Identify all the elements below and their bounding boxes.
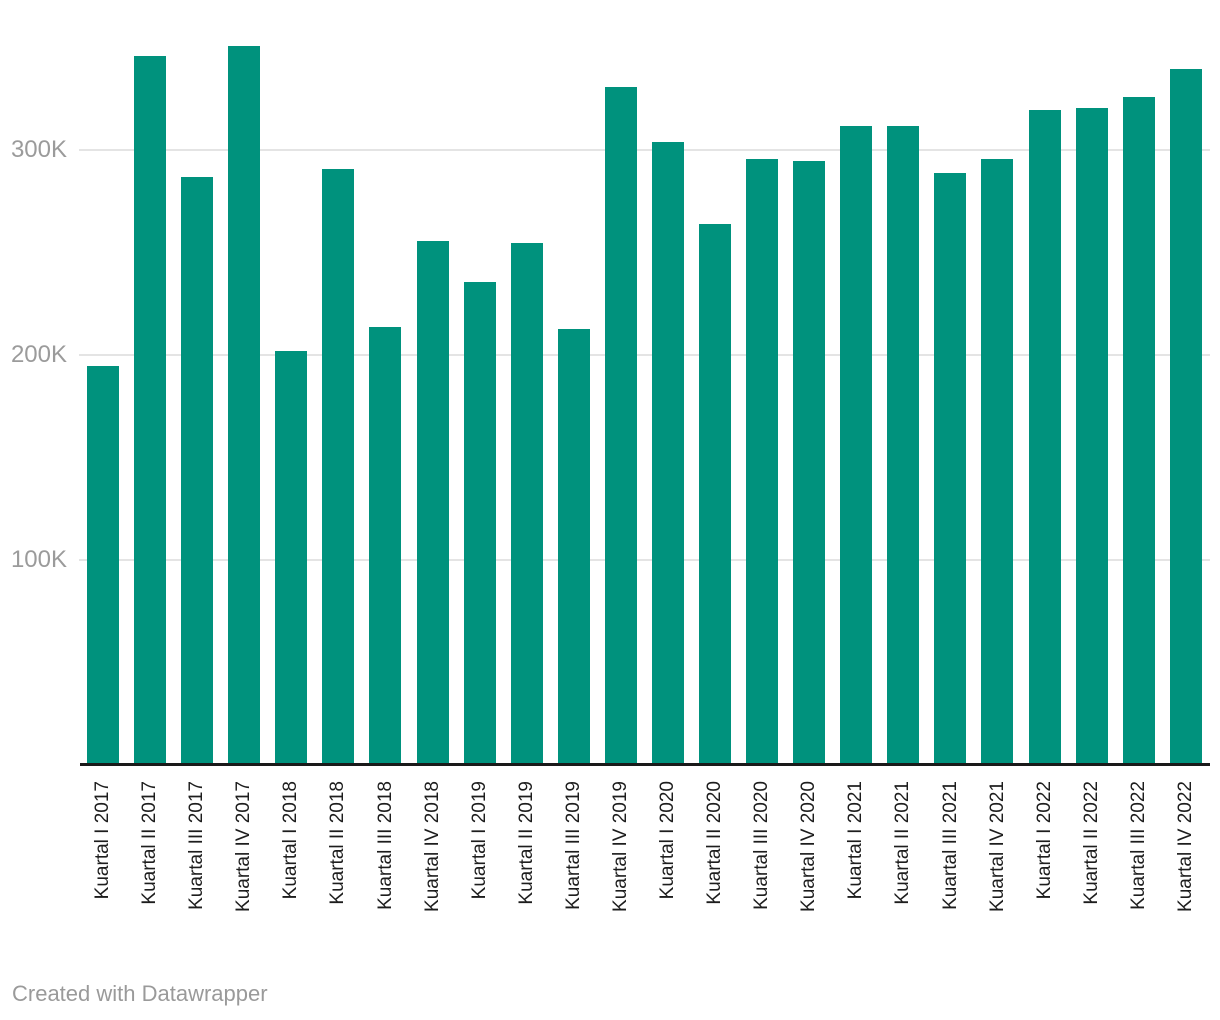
x-axis-tick-label: Kuartal II 2022 xyxy=(1081,781,1102,905)
bar[interactable] xyxy=(557,329,590,763)
bar[interactable] xyxy=(416,241,449,763)
bar[interactable] xyxy=(87,366,119,763)
x-axis-tick-label: Kuartal II 2018 xyxy=(327,781,348,905)
x-axis-tick-label: Kuartal III 2019 xyxy=(563,781,584,910)
x-axis-tick-label: Kuartal I 2021 xyxy=(845,781,866,900)
bar[interactable] xyxy=(981,159,1014,763)
x-axis-tick-label: Kuartal I 2020 xyxy=(657,781,678,900)
gridline xyxy=(79,354,1210,356)
x-axis-tick-label: Kuartal IV 2020 xyxy=(798,781,819,912)
bar[interactable] xyxy=(1122,97,1155,763)
x-axis-line xyxy=(80,763,1210,766)
bar[interactable] xyxy=(322,169,355,763)
y-axis-tick-label: 100K xyxy=(10,546,67,573)
x-axis-tick-label: Kuartal IV 2017 xyxy=(233,781,254,912)
x-axis-tick-label: Kuartal IV 2022 xyxy=(1175,781,1196,912)
x-axis-tick-label: Kuartal I 2017 xyxy=(92,781,113,900)
bar[interactable] xyxy=(1028,110,1061,763)
x-axis-tick-label: Kuartal IV 2019 xyxy=(610,781,631,912)
x-axis-tick-label: Kuartal III 2022 xyxy=(1128,781,1149,910)
bar[interactable] xyxy=(934,173,967,763)
bar[interactable] xyxy=(369,327,402,763)
bar[interactable] xyxy=(1075,108,1108,763)
gridline xyxy=(79,559,1210,561)
x-axis-tick-label: Kuartal I 2019 xyxy=(469,781,490,900)
gridline xyxy=(79,149,1210,151)
x-axis-tick-label: Kuartal II 2021 xyxy=(892,781,913,905)
x-axis-tick-label: Kuartal III 2018 xyxy=(375,781,396,910)
y-axis-tick-label: 300K xyxy=(10,136,67,163)
datawrapper-credit-link[interactable]: Created with Datawrapper xyxy=(12,981,268,1006)
bar[interactable] xyxy=(604,87,637,763)
x-axis-tick-label: Kuartal I 2018 xyxy=(280,781,301,900)
bar[interactable] xyxy=(228,46,261,763)
bars-layer xyxy=(80,0,1210,763)
bar[interactable] xyxy=(651,142,684,763)
x-axis-tick-label: Kuartal III 2017 xyxy=(186,781,207,910)
bar[interactable] xyxy=(887,126,920,763)
bar[interactable] xyxy=(793,161,826,763)
y-axis-tick-label: 200K xyxy=(10,341,67,368)
bar[interactable] xyxy=(510,243,543,763)
x-axis-tick-label: Kuartal IV 2018 xyxy=(422,781,443,912)
bar[interactable] xyxy=(840,126,873,763)
x-axis-tick-label: Kuartal III 2021 xyxy=(940,781,961,910)
x-axis-tick-label: Kuartal IV 2021 xyxy=(987,781,1008,912)
x-axis-tick-label: Kuartal III 2020 xyxy=(751,781,772,910)
bar[interactable] xyxy=(275,351,308,763)
bar[interactable] xyxy=(134,56,167,763)
x-axis-tick-label: Kuartal II 2017 xyxy=(139,781,160,905)
bar[interactable] xyxy=(1169,69,1202,763)
bar[interactable] xyxy=(746,159,779,763)
x-axis-tick-label: Kuartal II 2020 xyxy=(704,781,725,905)
bar[interactable] xyxy=(699,224,732,763)
bar[interactable] xyxy=(463,282,496,763)
x-axis-tick-label: Kuartal II 2019 xyxy=(516,781,537,905)
x-axis-tick-label: Kuartal I 2022 xyxy=(1034,781,1055,900)
bar[interactable] xyxy=(181,177,214,763)
